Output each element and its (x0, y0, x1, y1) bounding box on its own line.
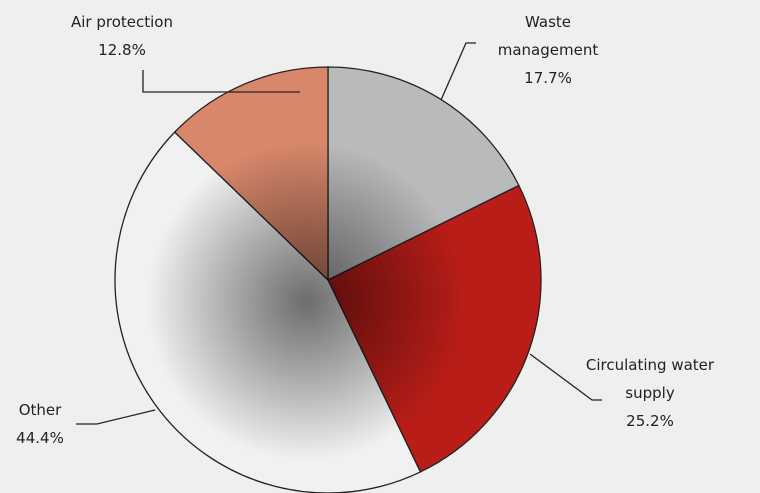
category-label: Waste management (497, 13, 599, 59)
slice-label: Circulating water supply 25.2% (580, 351, 720, 435)
category-label: Other (18, 401, 62, 419)
category-label: Circulating water supply (585, 356, 715, 402)
category-label: Air protection (71, 13, 173, 31)
value-label: 25.2% (626, 412, 674, 430)
slice-label: Waste management 17.7% (473, 8, 623, 92)
leader-line (142, 70, 300, 93)
slice-label: Other 44.4% (0, 396, 115, 452)
leader-line (440, 42, 476, 101)
value-label: 12.8% (98, 41, 146, 59)
value-label: 17.7% (524, 69, 572, 87)
slice-label: Air protection 12.8% (47, 8, 197, 64)
leader-line (76, 409, 156, 425)
value-label: 44.4% (16, 429, 64, 447)
leader-line (529, 353, 602, 401)
